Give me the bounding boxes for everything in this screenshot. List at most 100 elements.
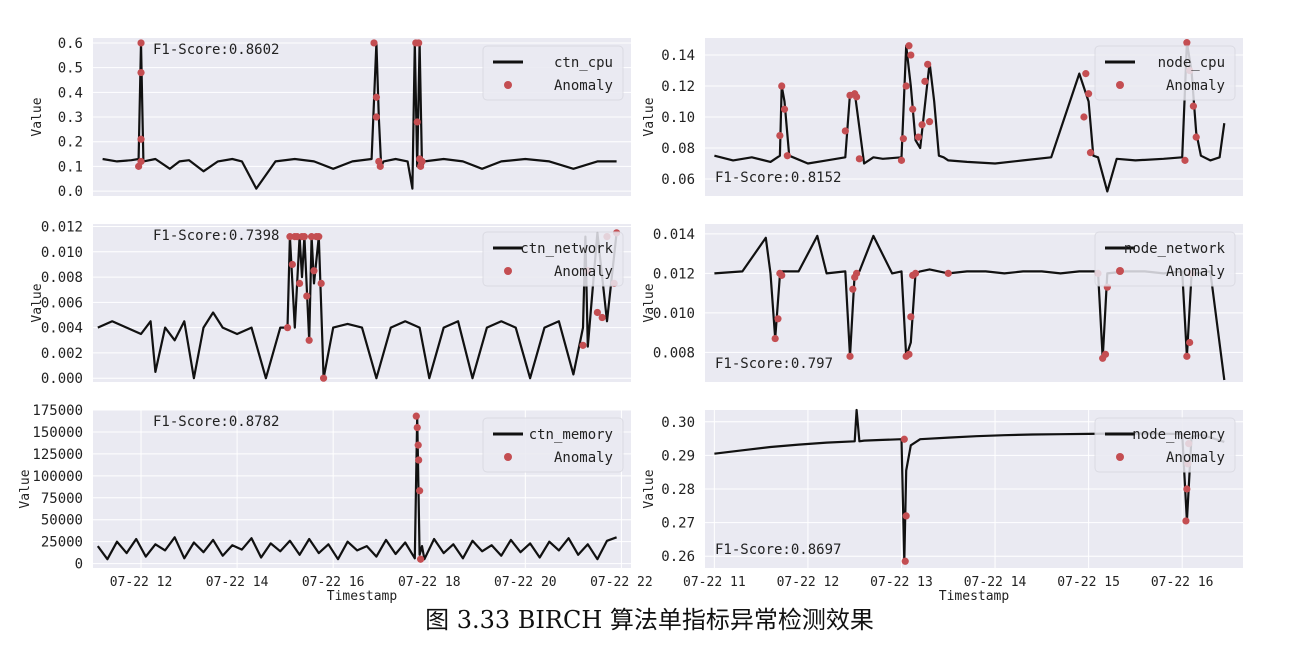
anomaly-point [1192,133,1200,141]
anomaly-point [283,324,292,332]
anomaly-point [579,341,587,349]
legend-series-label: ctn_cpu [554,55,613,71]
legend-series-label: node_cpu [1158,55,1225,71]
anomaly-point [303,292,311,300]
y-axis-label: Value [18,469,33,508]
f1-score-label: F1-Score:0.8602 [153,42,279,58]
anomaly-point [911,269,920,277]
figure-caption: 图 3.33 BIRCH 算法单指标异常检测效果 [425,606,874,634]
y-tick-label: 0.008 [653,345,695,361]
x-tick-label: 07-22 18 [398,575,461,590]
anomaly-point [944,269,952,277]
anomaly-point [417,555,425,563]
y-axis-label: Value [30,283,45,322]
y-tick-label: 0.012 [41,220,83,236]
legend: node_network Anomaly [1094,231,1236,287]
anomaly-point [372,113,381,121]
y-axis-label: Value [642,283,657,322]
y-tick-label: 0.5 [58,61,83,77]
x-tick-label: 07-22 12 [110,575,173,590]
y-tick-label: 0.2 [58,135,83,151]
y-tick-label: 0.000 [41,371,83,387]
chart-panel-3: 0.000 0.002 0.004 0.006 0.008 0.010 0.012 Value… [30,220,631,387]
anomaly-point [901,557,909,565]
anomaly-point [783,152,791,160]
y-tick-label: 0.014 [653,227,695,243]
anomaly-point [300,233,308,241]
y-axis-label: Value [642,469,657,508]
anomaly-point [1080,113,1088,121]
y-tick-label: 0.10 [661,110,695,126]
anomaly-point [899,135,907,143]
y-tick-label: 0.1 [58,159,83,175]
anomaly-point [416,487,424,495]
y-tick-label: 0.0 [58,184,83,200]
anomaly-point [1085,90,1093,98]
chart-panel-2: 0.06 0.08 0.10 0.12 0.14 Value F1-Score:0.8152… [642,38,1243,196]
legend-box [482,45,624,101]
x-tick-label: 07-22 20 [494,575,557,590]
legend-anomaly-label: Anomaly [554,264,613,280]
anomaly-point [914,133,922,141]
x-tick-label: 07-22 14 [964,575,1027,590]
anomaly-point [902,82,910,90]
y-tick-label: 150000 [32,425,83,441]
chart-panel-4: 0.008 0.010 0.012 0.014 Value F1-Score:0.797 n… [642,224,1243,382]
anomaly-point [412,412,420,420]
x-tick-label: 07-22 11 [683,575,746,590]
legend-series-label: node_memory [1132,427,1225,443]
x-axis-label: Timestamp [939,589,1010,604]
anomaly-point [415,456,423,464]
anomaly-point [288,260,296,269]
chart-panel-6: 0.26 0.27 0.28 0.29 0.30 07-22 11 07-22 12 07-2… [642,408,1243,604]
anomaly-point [905,42,913,50]
x-tick-label: 07-22 16 [302,575,365,590]
anomaly-point [1182,517,1190,525]
series-line [102,41,617,190]
legend-box [1094,45,1236,101]
anomaly-point [900,435,908,443]
legend-anomaly-swatch [504,453,512,461]
legend-anomaly-label: Anomaly [1166,264,1225,280]
legend-anomaly-swatch [1116,453,1124,461]
y-axis-label: Value [30,97,45,136]
anomaly-point [925,118,934,126]
anomaly-point [780,105,789,113]
legend-anomaly-label: Anomaly [554,450,613,466]
legend-series-label: node_network [1124,241,1226,257]
chart-panel-1: 0.0 0.1 0.2 0.3 0.4 0.5 0.6 Value F1-Score:0.860… [30,36,631,200]
x-tick-label: 07-22 12 [777,575,840,590]
anomaly-point [841,127,849,135]
y-tick-label: 0 [75,557,83,573]
f1-score-label: F1-Score:0.8697 [715,542,841,558]
y-tick-label: 0.012 [653,266,695,282]
x-axis-label: Timestamp [327,589,398,604]
y-tick-label: 100000 [32,469,83,485]
legend-series-label: ctn_network [520,241,613,257]
x-tick-label: 07-22 15 [1057,575,1120,590]
y-tick-label: 0.27 [661,516,695,532]
legend: node_memory Anomaly [1094,417,1236,473]
y-tick-label: 0.002 [41,346,83,362]
anomaly-point [1101,350,1110,358]
anomaly-point [413,423,421,432]
anomaly-point [1183,352,1191,360]
anomaly-point [778,271,786,279]
legend-box [482,417,624,473]
anomaly-point [593,308,601,317]
anomaly-point [1186,338,1194,347]
y-tick-label: 0.12 [661,79,695,95]
y-tick-label: 0.29 [661,448,695,464]
anomaly-point [1086,149,1095,157]
anomaly-point [295,279,304,288]
anomaly-point [137,39,145,47]
anomaly-point [905,350,913,358]
y-tick-label: 0.4 [58,85,83,101]
legend: ctn_cpu Anomaly [482,45,624,101]
series-line [714,41,1226,193]
anomaly-point [907,51,915,59]
series-line [96,415,617,561]
anomaly-point [1189,102,1198,110]
y-tick-label: 0.08 [661,141,695,157]
